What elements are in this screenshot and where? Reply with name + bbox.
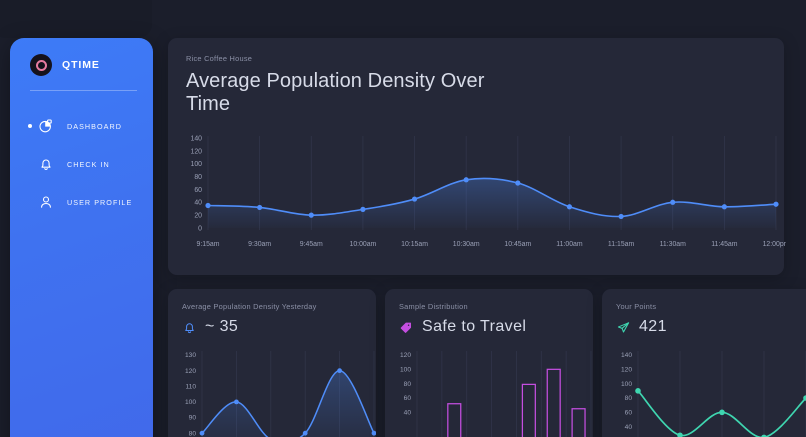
yesterday-line-chart: 80 90 100 110 120 130: [185, 351, 376, 437]
svg-text:100: 100: [185, 399, 196, 406]
card-eyebrow: Average Population Density Yesterday: [182, 302, 317, 311]
svg-text:80: 80: [189, 430, 197, 437]
svg-text:100: 100: [400, 367, 411, 374]
svg-text:60: 60: [194, 187, 202, 194]
pie-chart-icon: [38, 118, 54, 134]
svg-text:10:45am: 10:45am: [504, 241, 531, 248]
svg-text:80: 80: [625, 395, 633, 402]
svg-text:10:15am: 10:15am: [401, 241, 428, 248]
svg-text:9:45am: 9:45am: [300, 241, 323, 248]
svg-text:120: 120: [191, 148, 203, 155]
sidebar-item-check-in[interactable]: CHECK IN: [10, 145, 153, 183]
sidebar-item-label: DASHBOARD: [67, 121, 122, 131]
svg-text:12:00pm: 12:00pm: [763, 241, 786, 248]
svg-text:11:45am: 11:45am: [711, 241, 738, 248]
svg-text:130: 130: [185, 352, 196, 359]
bell-icon: [182, 320, 197, 335]
sidebar-item-user-profile[interactable]: USER PROFILE: [10, 183, 153, 221]
brand[interactable]: QTIME: [10, 38, 153, 76]
svg-text:9:15am: 9:15am: [197, 241, 220, 248]
svg-text:40: 40: [625, 424, 633, 431]
svg-text:0: 0: [198, 225, 202, 232]
sample-distribution-card: Sample Distribution Safe to Travel 40 60 8…: [385, 289, 593, 437]
sidebar-item-label: USER PROFILE: [67, 197, 133, 207]
svg-text:40: 40: [404, 410, 412, 417]
svg-text:10:30am: 10:30am: [453, 241, 480, 248]
sidebar: QTIME DASHBOARD: [10, 38, 153, 437]
svg-text:11:30am: 11:30am: [660, 241, 687, 248]
svg-text:120: 120: [400, 352, 411, 359]
svg-text:80: 80: [194, 174, 202, 181]
main-chart-card: Rice Coffee House Average Population Den…: [168, 38, 787, 275]
svg-text:90: 90: [189, 415, 197, 422]
svg-text:100: 100: [621, 381, 632, 388]
svg-text:60: 60: [404, 395, 412, 402]
bell-icon: [38, 156, 54, 172]
svg-text:9:30am: 9:30am: [248, 241, 271, 248]
sidebar-nav: DASHBOARD CHECK IN USE: [10, 107, 153, 221]
svg-text:80: 80: [404, 381, 412, 388]
your-points-card: Your Points 421 40 60 80 100 120 140: [602, 289, 806, 437]
tag-icon: [399, 320, 414, 335]
page-title: Average Population Density Over Time: [186, 70, 485, 116]
sample-distribution-bar-chart: 40 60 80 100 120: [400, 351, 592, 437]
target-circle-icon: [30, 54, 52, 76]
sidebar-item-dashboard[interactable]: DASHBOARD: [10, 107, 153, 145]
card-eyebrow: Sample Distribution: [399, 302, 468, 311]
sidebar-divider: [30, 90, 137, 91]
active-indicator-dot: [28, 124, 32, 128]
svg-text:140: 140: [621, 352, 632, 359]
svg-text:120: 120: [185, 368, 196, 375]
svg-text:100: 100: [191, 161, 203, 168]
main-card-eyebrow: Rice Coffee House: [186, 54, 253, 63]
svg-text:120: 120: [621, 367, 632, 374]
main-line-chart: 0 20 40 60 80 100 120 140 9:15am 9:30am 9:45am 10:0…: [191, 135, 787, 248]
svg-text:110: 110: [185, 383, 196, 390]
sidebar-item-label: CHECK IN: [67, 159, 110, 169]
user-icon: [38, 194, 54, 210]
card-value: ~ 35: [205, 318, 239, 335]
send-icon: [616, 320, 631, 335]
brand-name: QTIME: [62, 59, 100, 71]
svg-text:11:00am: 11:00am: [556, 241, 583, 248]
svg-text:11:15am: 11:15am: [608, 241, 635, 248]
card-eyebrow: Your Points: [616, 302, 657, 311]
your-points-line-chart: 40 60 80 100 120 140: [621, 351, 806, 437]
metric: ~ 35: [182, 318, 376, 336]
svg-text:20: 20: [194, 213, 202, 220]
svg-text:140: 140: [191, 135, 203, 142]
yesterday-density-card: Average Population Density Yesterday ~ 3…: [168, 289, 376, 437]
svg-text:60: 60: [625, 410, 633, 417]
svg-text:40: 40: [194, 200, 202, 207]
metric: Safe to Travel: [399, 318, 593, 336]
card-value: Safe to Travel: [422, 318, 527, 335]
metric: 421: [616, 318, 806, 336]
top-left-shadow-panel: [0, 0, 152, 38]
card-value: 421: [639, 318, 667, 335]
svg-text:10:00am: 10:00am: [349, 241, 376, 248]
